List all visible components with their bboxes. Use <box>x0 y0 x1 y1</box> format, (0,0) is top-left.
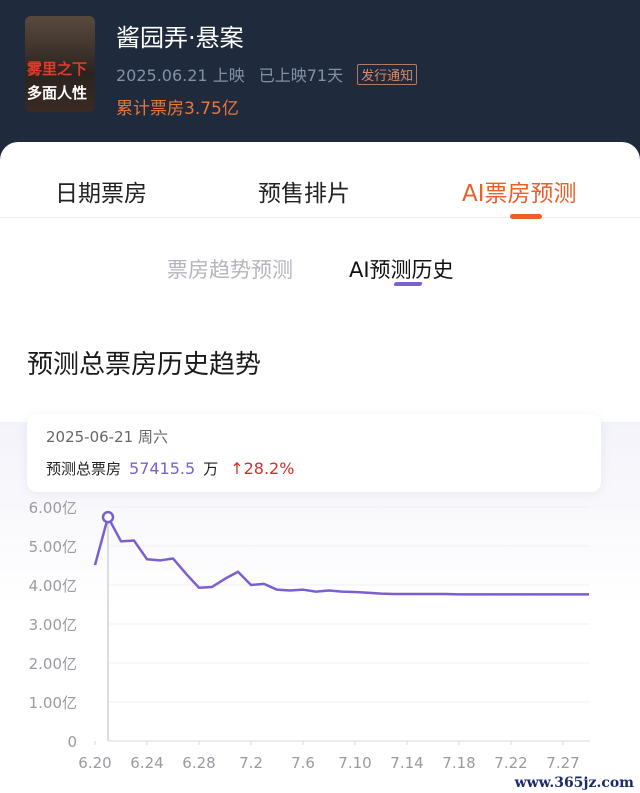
chart-tooltip: 2025-06-21 周六 预测总票房 57415.5 万 ↑ 28.2% <box>27 414 601 492</box>
tab-presale-schedule[interactable]: 预售排片 <box>258 181 350 207</box>
x-tick-label: 7.10 <box>338 754 371 772</box>
x-tick-label: 6.20 <box>78 754 111 772</box>
y-tick-label: 6.00亿 <box>29 499 77 517</box>
y-tick-label: 4.00亿 <box>29 577 77 595</box>
arrow-up-icon: ↑ <box>230 459 244 478</box>
tab-date-box-office[interactable]: 日期票房 <box>55 181 147 207</box>
tooltip-label: 预测总票房 <box>46 460 122 478</box>
release-date: 2025.06.21 上映 <box>116 66 245 85</box>
y-tick-label: 5.00亿 <box>29 538 77 556</box>
main-tabs: 日期票房 预售排片 AI票房预测 <box>0 142 640 219</box>
tab-ai-forecast[interactable]: AI票房预测 <box>462 181 577 207</box>
x-tick-label: 6.28 <box>182 754 215 772</box>
y-tick-label: 1.00亿 <box>29 694 77 712</box>
movie-poster[interactable]: 雾里之下 多面人性 <box>25 16 95 112</box>
x-tick-label: 6.24 <box>130 754 163 772</box>
x-tick-label: 7.6 <box>291 754 315 772</box>
series-line <box>93 515 589 596</box>
movie-meta: 2025.06.21 上映 已上映71天 发行通知 <box>116 62 418 86</box>
poster-text: 雾里之下 <box>27 60 88 78</box>
release-notice-badge[interactable]: 发行通知 <box>357 63 418 85</box>
y-tick-label: 3.00亿 <box>29 616 77 634</box>
days-released: 已上映71天 <box>258 66 344 85</box>
x-tick-label: 7.22 <box>494 754 527 772</box>
tooltip-unit: 万 <box>203 460 219 478</box>
y-tick-label: 2.00亿 <box>29 655 77 673</box>
x-tick-label: 7.2 <box>239 754 263 772</box>
tooltip-value: 57415.5 <box>129 459 196 478</box>
tooltip-date: 2025-06-21 周六 <box>46 428 168 446</box>
total-box-office: 累计票房3.75亿 <box>116 99 239 119</box>
active-tab-indicator <box>510 214 542 219</box>
poster-text: 多面人性 <box>27 84 88 102</box>
section-title: 预测总票房历史趋势 <box>27 350 262 380</box>
x-tick-label: 7.27 <box>546 754 579 772</box>
movie-title: 酱园弄·悬案 <box>116 24 244 52</box>
subtab-ai-history[interactable]: AI预测历史 <box>349 258 454 282</box>
data-point <box>101 510 115 524</box>
watermark: www.365jz.com <box>514 775 634 791</box>
x-tick-label: 7.18 <box>442 754 475 772</box>
content-card: 日期票房 预售排片 AI票房预测 票房趋势预测 AI预测历史 预测总票房历史趋势… <box>0 142 640 793</box>
tooltip-change-value: 28.2% <box>243 459 295 478</box>
subtab-trend-forecast[interactable]: 票房趋势预测 <box>167 258 293 282</box>
y-tick-label: 0 <box>67 733 77 751</box>
movie-header: 雾里之下 多面人性 酱园弄·悬案 2025.06.21 上映 已上映71天 发行… <box>0 0 640 150</box>
x-tick-label: 7.14 <box>390 754 423 772</box>
